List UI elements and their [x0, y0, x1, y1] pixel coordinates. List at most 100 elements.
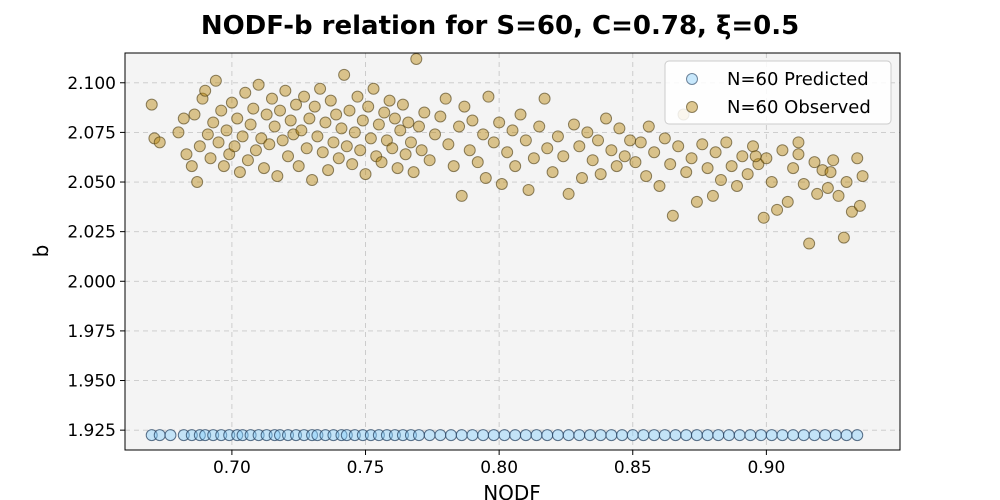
y-tick-label: 2.050	[67, 173, 116, 193]
observed-point	[653, 179, 666, 192]
predicted-point	[776, 429, 789, 442]
observed-point	[730, 179, 743, 192]
predicted-point	[669, 429, 682, 442]
observed-point	[648, 146, 661, 159]
observed-point	[199, 84, 212, 97]
observed-point	[541, 142, 554, 155]
observed-point	[282, 150, 295, 163]
legend-marker-observed	[686, 101, 698, 113]
observed-point	[787, 162, 800, 175]
observed-point	[447, 160, 460, 173]
observed-point	[680, 166, 693, 179]
predicted-point	[722, 429, 735, 442]
observed-point	[827, 154, 840, 167]
observed-point	[207, 116, 220, 129]
observed-point	[383, 94, 396, 107]
observed-point	[201, 128, 214, 141]
observed-point	[209, 74, 222, 87]
observed-point	[351, 90, 364, 103]
observed-point	[522, 183, 535, 196]
predicted-point	[765, 429, 778, 442]
observed-point	[479, 172, 492, 185]
observed-point	[322, 164, 335, 177]
observed-point	[332, 152, 345, 165]
observed-point	[624, 134, 637, 147]
observed-point	[749, 150, 762, 163]
observed-point	[327, 136, 340, 149]
predicted-point	[605, 429, 618, 442]
x-tick-label: 0.75	[347, 458, 385, 478]
observed-point	[509, 160, 522, 173]
chart-title: NODF-b relation for S=60, C=0.78, ξ=0.5	[201, 11, 799, 41]
observed-point	[840, 176, 853, 189]
observed-point	[666, 209, 679, 222]
predicted-point	[445, 429, 458, 442]
observed-point	[415, 144, 428, 157]
x-tick-label: 0.80	[480, 458, 518, 478]
observed-point	[193, 140, 206, 153]
observed-point	[442, 138, 455, 151]
observed-point	[519, 134, 532, 147]
predicted-point	[840, 429, 853, 442]
observed-point	[506, 124, 519, 137]
y-tick-label: 1.950	[67, 372, 116, 392]
predicted-point	[808, 429, 821, 442]
observed-point	[348, 126, 361, 139]
observed-point	[335, 122, 348, 135]
observed-point	[260, 108, 273, 121]
y-axis-ticks: 1.925 1.950 1.975 2.000 2.025 2.050 2.075 2.100	[67, 74, 125, 441]
legend-label-observed: N=60 Observed	[727, 97, 871, 118]
observed-point	[837, 231, 850, 244]
observed-point	[231, 112, 244, 125]
predicted-point	[829, 429, 842, 442]
observed-point	[765, 176, 778, 189]
predicted-point	[712, 429, 725, 442]
observed-point	[274, 104, 286, 117]
observed-point	[252, 78, 265, 91]
observed-point	[453, 120, 466, 133]
observed-point	[551, 130, 564, 143]
predicted-point	[153, 429, 166, 442]
predicted-point	[701, 429, 714, 442]
observed-point	[725, 160, 738, 173]
observed-point	[493, 116, 506, 129]
observed-point	[340, 140, 353, 153]
observed-point	[319, 116, 332, 129]
observed-point	[808, 156, 821, 169]
observed-point	[244, 118, 257, 131]
observed-point	[714, 174, 727, 187]
observed-point	[386, 142, 399, 155]
predicted-point	[519, 429, 532, 442]
predicted-series	[145, 429, 864, 442]
observed-point	[741, 168, 754, 181]
observed-point	[388, 112, 401, 125]
observed-point	[407, 166, 420, 179]
observed-point	[399, 148, 412, 161]
observed-point	[792, 148, 805, 161]
y-tick-label: 2.000	[67, 272, 116, 292]
observed-point	[640, 170, 653, 183]
x-tick-label: 0.85	[614, 458, 652, 478]
observed-point	[642, 120, 655, 133]
observed-point	[188, 108, 201, 121]
predicted-point	[541, 429, 554, 442]
observed-point	[306, 174, 319, 187]
observed-point	[362, 100, 375, 113]
observed-point	[402, 116, 415, 129]
predicted-point	[477, 429, 490, 442]
observed-point	[581, 126, 594, 139]
observed-point	[180, 148, 193, 161]
predicted-point	[797, 429, 810, 442]
predicted-point	[787, 429, 800, 442]
observed-point	[292, 160, 305, 173]
predicted-point	[530, 429, 543, 442]
predicted-point	[626, 429, 639, 442]
predicted-point	[498, 429, 511, 442]
observed-point	[255, 132, 268, 145]
observed-point	[471, 156, 484, 169]
observed-point	[423, 154, 436, 167]
observed-point	[736, 150, 749, 163]
observed-point	[706, 189, 719, 202]
observed-point	[658, 132, 671, 145]
observed-point	[177, 112, 190, 125]
